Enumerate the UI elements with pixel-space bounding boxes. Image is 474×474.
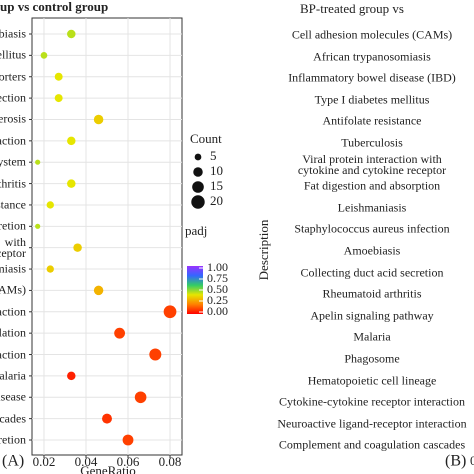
legend-label: 20 <box>210 193 223 208</box>
y-tick-label: secretion <box>0 218 26 233</box>
y-tick-label: ylation <box>0 325 26 340</box>
legend-dot <box>193 167 203 177</box>
y-tick-label: lisease <box>0 389 26 404</box>
y-tick-label: Inflammatory bowel disease (IBD) <box>288 70 456 85</box>
y-tick-label: Tuberculosis <box>341 135 403 150</box>
y-tick-label: miasis <box>0 261 26 276</box>
plot-frame <box>31 17 183 456</box>
y-tick-label: Complement and coagulation cascades <box>278 437 466 452</box>
y-tick-label: rthritis <box>0 176 26 191</box>
y-tick-label: stance <box>0 197 26 212</box>
y-tick-label: mellitus <box>0 47 26 62</box>
dot <box>114 327 126 339</box>
y-tick-label: Cytokine-cytokine receptor interaction <box>279 394 465 409</box>
legend-dot <box>191 195 205 209</box>
y-tick-label: secretion <box>0 432 26 447</box>
y-tick-label: Antifolate resistance <box>322 113 422 128</box>
colorbar <box>187 266 203 314</box>
dot <box>163 305 177 319</box>
y-tick-label: derosis <box>0 111 26 126</box>
dot <box>67 179 76 188</box>
dot <box>149 348 162 361</box>
y-tick-label: moebiasis <box>0 26 26 41</box>
dot <box>102 413 112 424</box>
y-tick-label: Staphylococcus aureus infection <box>294 221 450 236</box>
legend-dot <box>192 181 204 193</box>
dot <box>93 114 104 125</box>
y-axis-label: Description <box>256 219 271 280</box>
y-tick-label: nteraction <box>0 133 26 148</box>
y-tick-label: Malaria <box>0 368 26 383</box>
dot <box>35 223 41 229</box>
y-tick-label: CAMs) <box>0 282 26 297</box>
dot <box>134 391 147 404</box>
dot <box>40 52 48 59</box>
dot <box>122 434 134 446</box>
x-tick-label: 0 <box>470 453 474 468</box>
y-tick-label: fection <box>0 90 26 105</box>
x-tick-label: 0.02 <box>33 454 56 469</box>
dot <box>35 159 41 165</box>
x-tick-label: 0.06 <box>117 454 140 469</box>
colorbar-label: 1.00 <box>207 260 228 274</box>
y-tick-label: Hematopoietic cell lineage <box>307 373 437 388</box>
y-tick-label: Viral protein interaction with cytokine … <box>297 151 447 177</box>
y-tick-label: Neuroactive ligand-receptor interaction <box>277 416 467 431</box>
y-tick-label: African trypanosomiasis <box>313 49 431 64</box>
y-tick-label: Cell adhesion molecules (CAMs) <box>291 27 453 42</box>
colorbar-label: 0.75 <box>207 271 228 285</box>
y-tick-label: system <box>0 154 26 169</box>
dot <box>54 94 63 103</box>
x-tick-label: 0.08 <box>159 454 182 469</box>
y-tick-label: with eceptor <box>0 234 26 260</box>
legend-dot <box>194 153 202 161</box>
y-tick-label: nteraction <box>0 347 26 362</box>
y-tick-label: Collecting duct acid secretion <box>300 265 444 280</box>
legend-label: 10 <box>210 163 223 178</box>
y-tick-label: porters <box>0 69 26 84</box>
legend-label: 5 <box>210 148 217 163</box>
panel-label: (B) <box>445 453 466 470</box>
dot <box>46 201 54 209</box>
colorbar-label: 0.25 <box>207 293 228 307</box>
y-tick-label: Malaria <box>353 329 391 344</box>
legend-title: Count <box>190 131 222 146</box>
y-tick-label: Rheumatoid arthritis <box>322 286 422 301</box>
x-tick-label: 0.04 <box>75 454 98 469</box>
y-tick-label: Fat digestion and absorption <box>303 178 441 193</box>
y-tick-label: Phagosome <box>344 351 400 366</box>
panel-label: (A) <box>2 453 24 470</box>
dot <box>67 29 76 39</box>
chart-title: BP-treated group vs <box>300 1 404 16</box>
y-tick-label: nteraction <box>0 304 26 319</box>
legend-label: 15 <box>210 178 223 193</box>
y-tick-label: Apelin signaling pathway <box>310 308 434 323</box>
colorbar-label: 0.50 <box>207 282 228 296</box>
dot <box>73 243 82 252</box>
colorbar-label: 0.00 <box>207 304 228 318</box>
chart-title: up vs control group <box>0 0 108 14</box>
dot <box>46 265 54 273</box>
legend-title: padj <box>185 223 207 238</box>
y-tick-label: cascades <box>0 411 26 426</box>
dot <box>67 371 76 381</box>
y-tick-label: Amoebiasis <box>343 243 401 258</box>
dot <box>67 136 76 146</box>
dot <box>54 72 63 81</box>
y-tick-label: Type I diabetes mellitus <box>314 92 430 107</box>
x-axis-label: GeneRatio <box>80 463 136 474</box>
y-tick-label: Leishmaniasis <box>337 200 407 215</box>
dot <box>93 285 104 296</box>
